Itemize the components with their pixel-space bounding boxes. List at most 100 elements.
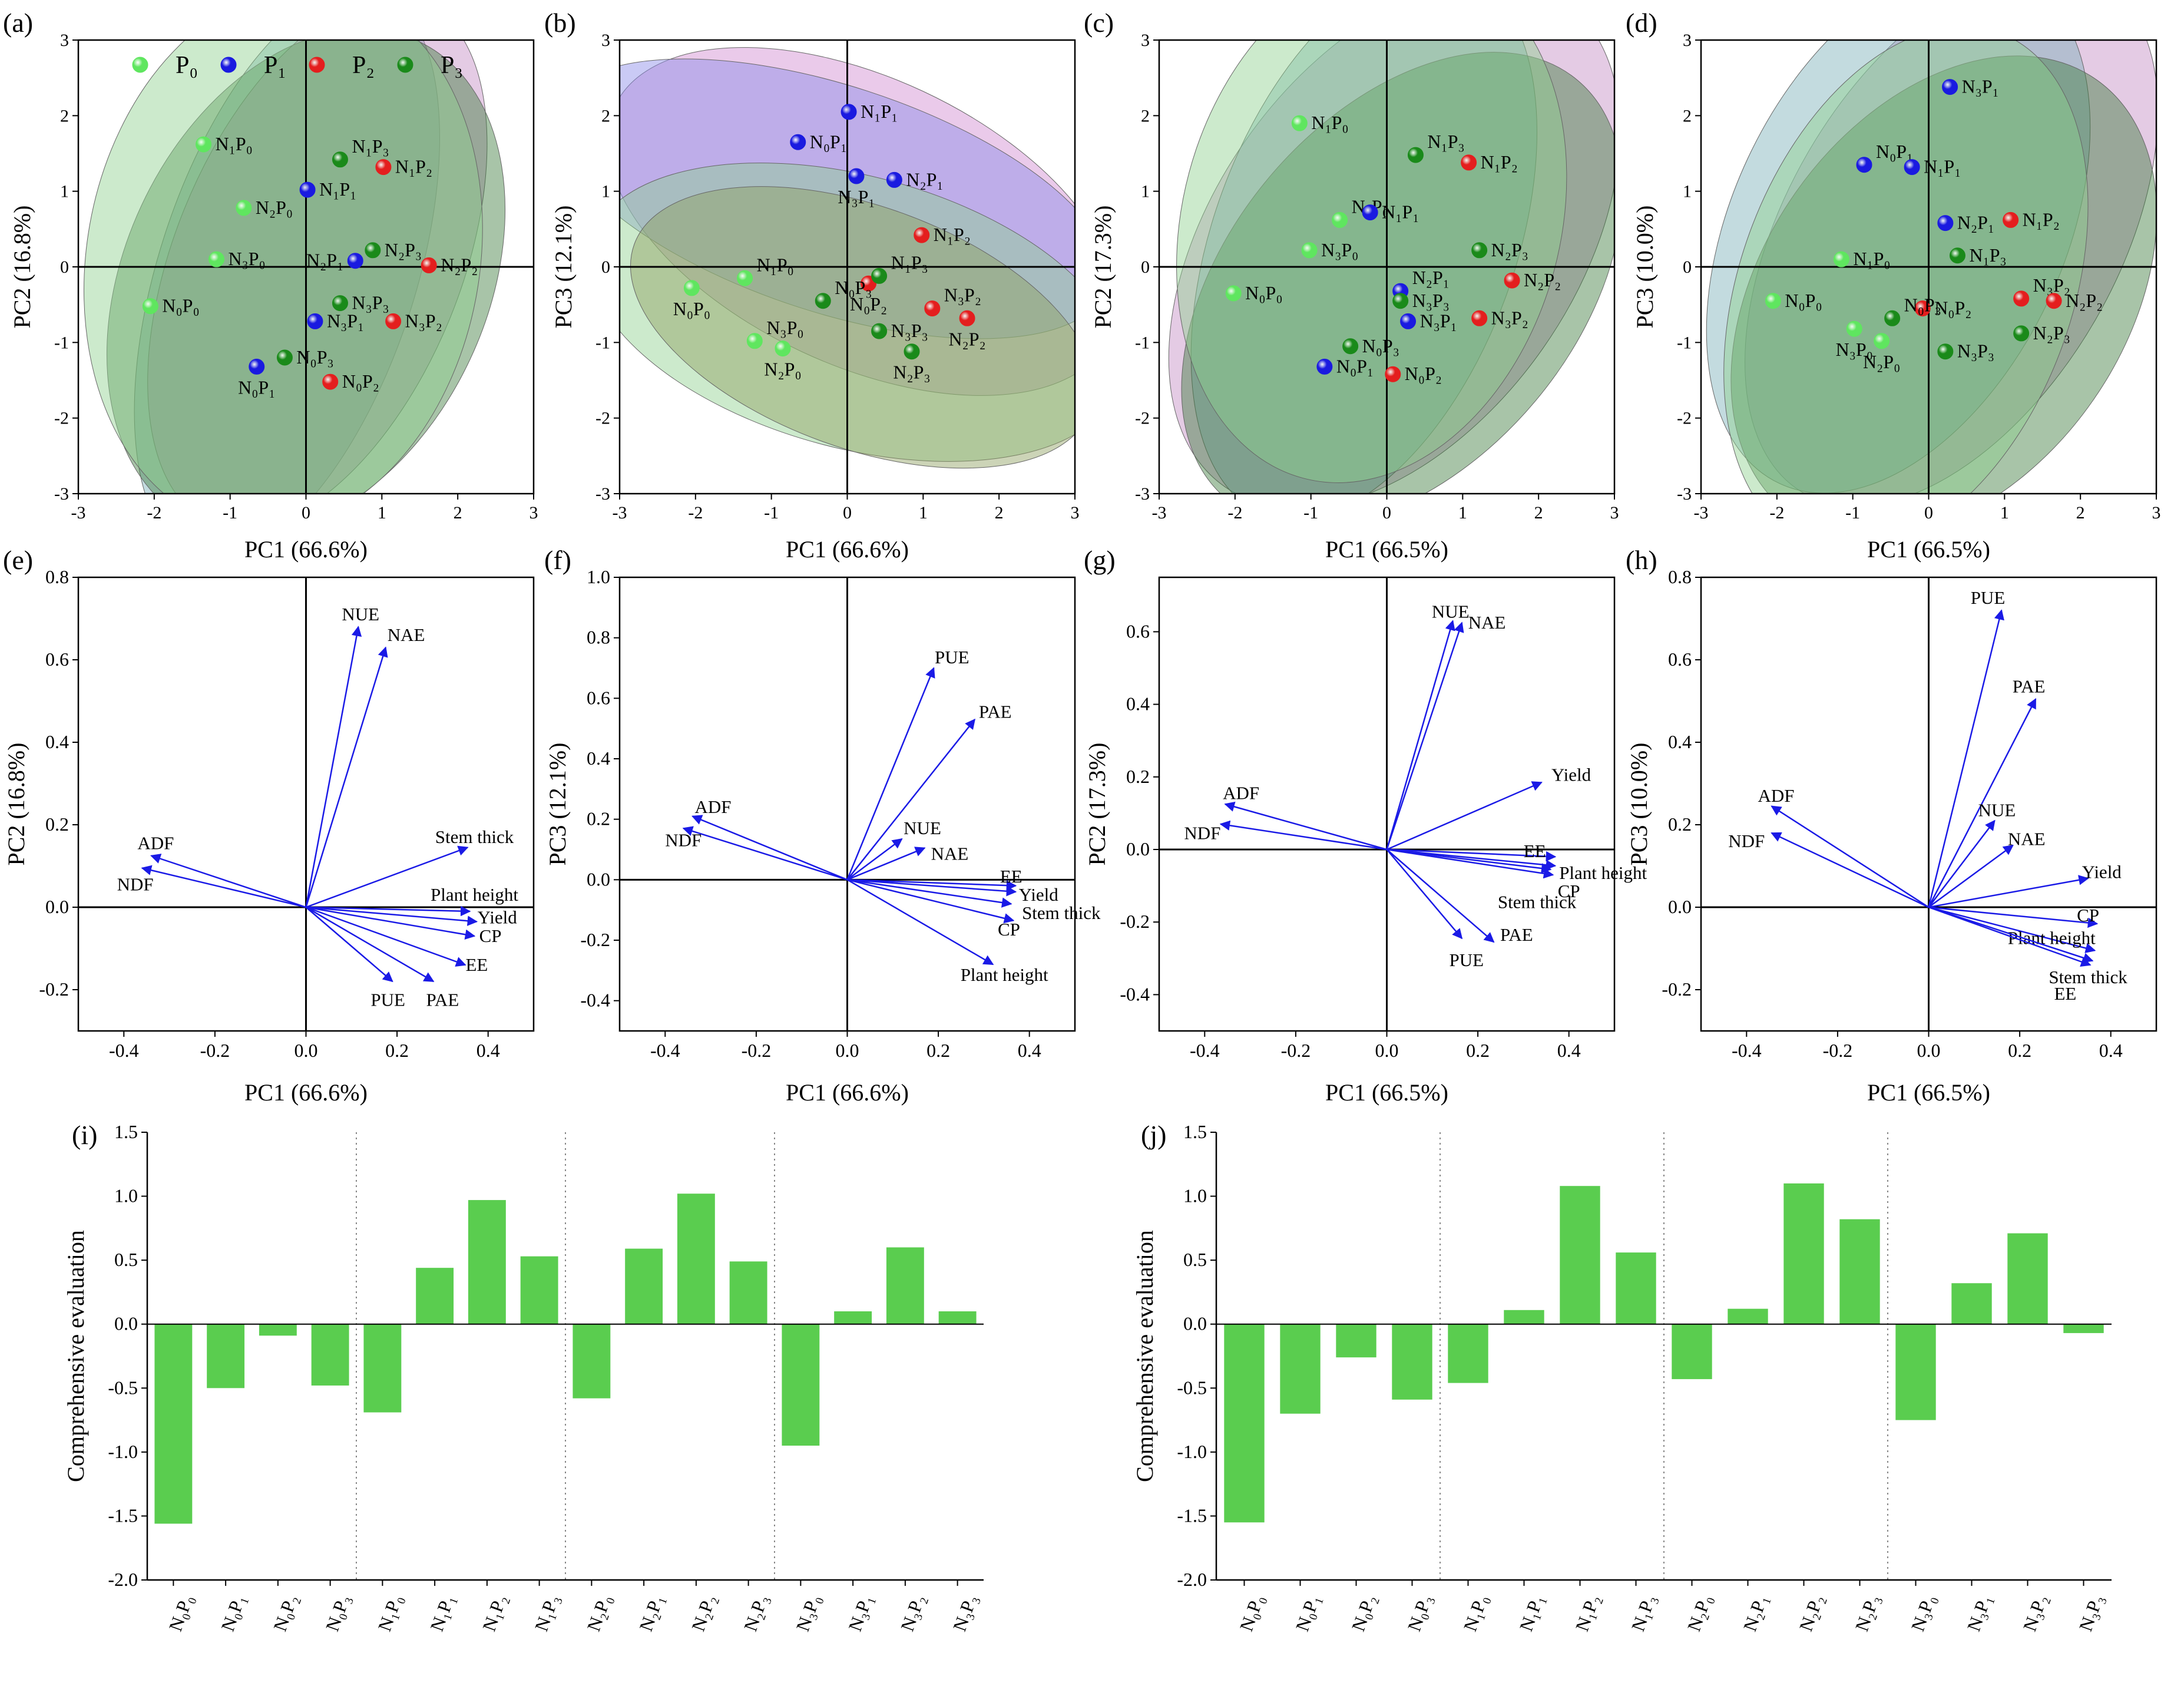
loading-arrow [305, 646, 388, 908]
y-tick-label: 0.2 [45, 814, 69, 835]
confidence-ellipse [84, 40, 483, 494]
x-tick-label: 1 [2000, 503, 2009, 523]
bar-15 [938, 1311, 977, 1324]
y-tick-label: -2.0 [108, 1569, 138, 1590]
confidence-ellipse [1190, 40, 1537, 494]
biplot-panel-h: -0.4 -0.2 0.0 0.2 0.4 -0.2 0.0 0.2 0.4 0.6 0.8 PC1 … [1626, 545, 2157, 1106]
point-label: N₁P₂ [934, 224, 971, 245]
y-tick-label: -0.5 [1177, 1377, 1207, 1398]
data-point-P0 [1301, 242, 1318, 259]
data-point-P3 [2013, 325, 2030, 342]
data-point-P3 [1884, 310, 1901, 326]
data-point-P2 [2013, 290, 2030, 307]
point-label: N₀P₀ [1245, 282, 1282, 303]
bar-15 [2063, 1324, 2104, 1333]
bar-6 [1560, 1186, 1600, 1324]
loading-arrow [1386, 848, 1554, 879]
loading-label: NUE [1978, 800, 2016, 821]
y-axis-label: PC2 (17.3%) [1084, 743, 1110, 866]
y-tick-label: 0.4 [1126, 693, 1150, 715]
y-axis-label: PC3 (10.0%) [1632, 206, 1658, 329]
data-point-P2 [914, 227, 930, 243]
data-point-P3 [1937, 343, 1954, 360]
x-tick-label: 3 [2152, 503, 2161, 523]
loading-label: NDF [665, 830, 701, 851]
confidence-ellipses [84, 40, 505, 494]
point-label: N₂P₀ [1863, 351, 1900, 372]
x-tick-label: -2 [688, 503, 703, 523]
loading-label: PAE [1500, 924, 1533, 945]
bar-7 [1616, 1252, 1656, 1324]
y-axis-label: Comprehensive evaluation [1131, 1230, 1158, 1482]
bar-13 [1951, 1283, 1992, 1324]
x-tick-label: -3 [613, 503, 627, 523]
x-tick-label: 1 [378, 503, 386, 523]
bar-panel-i: -2.0 -1.5 -1.0 -0.5 0.0 0.5 1.0 1.5 N₀P₀ N₀P₁ N₀P₂… [62, 1120, 984, 1634]
data-point-P2 [1471, 310, 1488, 326]
x-axis-label: PC1 (66.6%) [244, 536, 368, 563]
loading-arrow [1386, 781, 1543, 851]
x-tick-label: 2 [2076, 503, 2085, 523]
confidence-ellipse [134, 40, 440, 494]
y-axis-label: PC2 (16.8%) [3, 743, 29, 866]
bar-1 [1280, 1324, 1321, 1414]
point-label: N₂P₂ [2066, 290, 2103, 311]
bar-1 [207, 1324, 245, 1389]
point-label: N₂P₂ [948, 328, 985, 349]
x-tick-label: 1 [1458, 503, 1467, 523]
point-label: N₁P₁ [319, 178, 356, 200]
loading-label: PAE [979, 701, 1012, 722]
x-tick-label: 0.0 [1375, 1040, 1399, 1061]
loading-arrow [1928, 875, 2089, 908]
loading-label: ADF [1223, 783, 1259, 804]
point-label: N₃P₃ [1957, 340, 1994, 362]
loading-arrow [1386, 849, 1463, 940]
point-label: N₂P₁ [1412, 267, 1450, 288]
loading-arrow [1928, 609, 2004, 908]
loading-label: NAE [2008, 829, 2046, 849]
data-point-P0 [1291, 115, 1308, 131]
loading-arrow [846, 718, 976, 881]
legend-marker-P2 [309, 57, 325, 73]
x-tick-label: -3 [1694, 503, 1709, 523]
y-tick-label: -1.5 [1177, 1505, 1207, 1526]
y-tick-label: 0.0 [114, 1313, 138, 1334]
scatter-panel-b: -3 -2 -1 0 1 2 3 -3 -2 -1 0 1 2 3 PC1 (66.6%) PC3 (12.1… [544, 8, 1080, 563]
data-point-P1 [1400, 313, 1417, 329]
point-label: N₂P₀ [764, 359, 801, 380]
data-point-P3 [904, 343, 920, 360]
y-tick-label: 0 [1141, 257, 1150, 277]
y-tick-label: 0.8 [587, 627, 610, 648]
x-tick-label: N₃P₀ [792, 1592, 824, 1634]
bar-8 [1672, 1324, 1712, 1380]
x-tick-label: 0 [302, 503, 310, 523]
y-axis-label: Comprehensive evaluation [62, 1230, 89, 1482]
point-label: N₁P₃ [352, 135, 389, 157]
loading-arrow [150, 854, 306, 908]
biplot-panel-g: -0.4 -0.2 0.0 0.2 0.4 -0.4 -0.2 0.0 0.2 0.4 0.6 PC1… [1084, 545, 1647, 1106]
loading-label: Yield [2082, 862, 2122, 882]
legend-marker-P0 [132, 57, 148, 73]
x-tick-label: N₂P₁ [1739, 1592, 1771, 1634]
loading-arrow [1928, 906, 2099, 928]
x-tick-label: N₀P₃ [322, 1592, 354, 1634]
loading-arrow [1219, 820, 1387, 851]
y-tick-label: 0.0 [45, 896, 69, 917]
data-point-P0 [1846, 320, 1862, 337]
y-axis-label: PC2 (16.8%) [9, 206, 35, 329]
loading-arrow [1386, 848, 1552, 874]
y-tick-label: -3 [1677, 484, 1692, 504]
loading-label: NUE [342, 604, 379, 624]
y-tick-label: 3 [60, 31, 69, 50]
x-tick-label: N₂P₀ [583, 1592, 615, 1634]
point-label: N₁P₀ [216, 133, 253, 154]
confidence-ellipse [147, 40, 488, 494]
loading-label: NAE [931, 844, 969, 864]
panel-letter: (d) [1626, 8, 1657, 38]
x-tick-label: 2 [995, 503, 1004, 523]
data-point-P2 [924, 300, 941, 317]
bar-4 [363, 1324, 402, 1413]
y-tick-label: -1 [595, 333, 610, 352]
point-label: N₁P₂ [395, 156, 432, 177]
data-point-P3 [332, 295, 348, 312]
